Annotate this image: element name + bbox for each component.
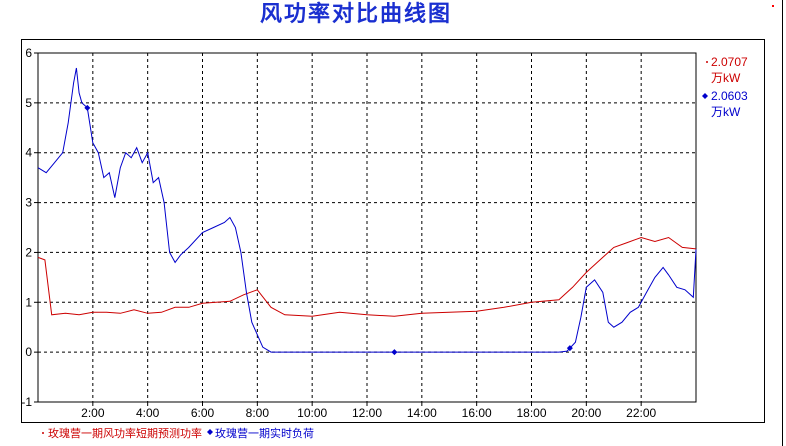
readout-marker bbox=[706, 61, 708, 63]
legend: 玫瑰营一期风功率短期预测功率 玫瑰营一期实时负荷 bbox=[42, 426, 314, 440]
x-tick-label: 6:00 bbox=[191, 406, 215, 420]
legend-marker bbox=[42, 432, 44, 434]
x-tick-label: 4:00 bbox=[136, 406, 160, 420]
legend-marker bbox=[207, 429, 213, 435]
y-tick-label: 4 bbox=[25, 146, 32, 160]
value-readouts: 2.0707 万kW 2.0603 万kW bbox=[702, 55, 748, 119]
x-tick-label: 2:00 bbox=[81, 406, 105, 420]
x-tick-label: 22:00 bbox=[626, 406, 656, 420]
series-marker bbox=[84, 104, 91, 111]
readout-value: 2.0707 bbox=[711, 55, 748, 69]
legend-entry: 玫瑰营一期风功率短期预测功率 bbox=[48, 426, 202, 440]
x-axis: 2:00 4:00 6:00 8:00 10:00 12:00 14:00 16:00 18:0… bbox=[81, 402, 657, 420]
readout-unit: 万kW bbox=[711, 71, 741, 85]
x-tick-label: 10:00 bbox=[297, 406, 327, 420]
window-edge bbox=[782, 0, 783, 446]
series-marker bbox=[391, 349, 398, 356]
y-tick-label: 0 bbox=[25, 345, 32, 359]
x-tick-label: 18:00 bbox=[516, 406, 546, 420]
readout-marker bbox=[702, 93, 708, 99]
y-tick-label: 2 bbox=[25, 245, 32, 259]
x-tick-label: 12:00 bbox=[352, 406, 382, 420]
series-line-2 bbox=[37, 67, 697, 353]
series-layer bbox=[37, 67, 697, 356]
y-tick-label: 6 bbox=[25, 46, 32, 60]
y-tick-label: 5 bbox=[25, 96, 32, 110]
x-tick-label: 14:00 bbox=[407, 406, 437, 420]
readout-unit: 万kW bbox=[711, 105, 741, 119]
x-tick-label: 20:00 bbox=[571, 406, 601, 420]
x-tick-label: 16:00 bbox=[462, 406, 492, 420]
series-line-1 bbox=[37, 236, 697, 317]
y-tick-label: -1 bbox=[21, 395, 32, 409]
y-tick-label: 1 bbox=[25, 295, 32, 309]
corner-mark bbox=[772, 5, 774, 7]
readout-value: 2.0603 bbox=[711, 89, 748, 103]
legend-entry: 玫瑰营一期实时负荷 bbox=[215, 426, 314, 440]
y-tick-label: 3 bbox=[25, 196, 32, 210]
series-marker bbox=[566, 345, 573, 352]
grid bbox=[38, 53, 696, 402]
x-tick-label: 8:00 bbox=[246, 406, 270, 420]
chart-title: 风功率对比曲线图 bbox=[259, 2, 452, 27]
y-axis: -1 0 1 2 3 4 5 6 bbox=[21, 46, 38, 409]
